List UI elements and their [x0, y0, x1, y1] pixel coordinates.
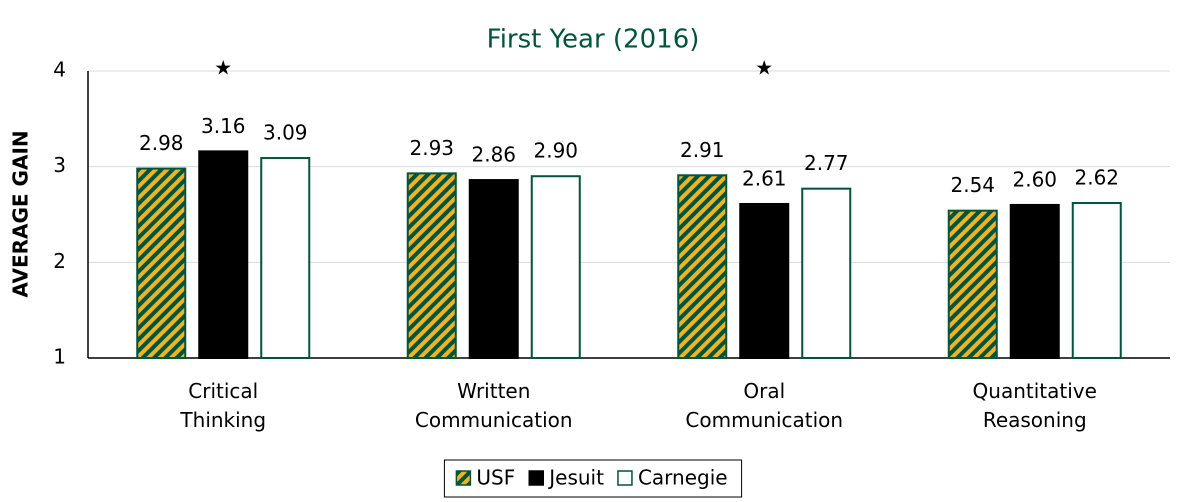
data-label: 2.60 — [1012, 167, 1057, 191]
data-label: 2.91 — [680, 138, 725, 162]
x-tick-label: Oral Communication — [685, 379, 843, 432]
data-label: 2.61 — [742, 166, 787, 190]
bar — [260, 157, 311, 359]
bar — [947, 209, 998, 359]
data-label: 2.62 — [1074, 166, 1119, 190]
y-tick-label: 2 — [53, 249, 66, 273]
legend-label: Jesuit — [547, 466, 604, 490]
legend: USF Jesuit Carnegie — [443, 459, 743, 498]
legend-label: USF — [476, 466, 515, 490]
data-label: 2.90 — [533, 139, 578, 163]
data-label: 2.86 — [471, 143, 516, 167]
data-label: 3.09 — [263, 121, 308, 145]
bar — [739, 202, 790, 359]
x-tick-label: Critical Thinking — [179, 379, 266, 432]
bar — [801, 187, 852, 359]
legend-swatch — [455, 470, 472, 486]
bar — [198, 150, 249, 359]
y-tick-label: 1 — [53, 345, 66, 369]
legend-label: Carnegie — [638, 466, 728, 490]
legend-box — [443, 459, 743, 498]
annotation: ★ — [755, 56, 773, 80]
legend-swatch — [528, 470, 544, 486]
chart-title: First Year (2016) — [487, 25, 700, 55]
bar — [136, 167, 187, 359]
bar — [530, 175, 581, 359]
bar — [468, 179, 519, 359]
y-tick-label: 3 — [53, 153, 66, 177]
annotation: ★ — [214, 56, 232, 80]
data-label: 3.16 — [201, 114, 246, 138]
legend-swatch — [617, 470, 633, 486]
y-axis-label: AVERAGE GAIN — [9, 130, 33, 297]
bar — [406, 172, 457, 359]
y-tick-label: 4 — [53, 58, 66, 82]
x-tick-label: Written Communication — [415, 379, 573, 432]
bar — [1009, 203, 1060, 359]
data-label: 2.93 — [409, 136, 454, 160]
data-label: 2.77 — [804, 151, 849, 175]
bar — [677, 174, 728, 359]
bar — [1071, 202, 1122, 359]
data-label: 2.54 — [950, 173, 995, 197]
data-label: 2.98 — [139, 131, 184, 155]
x-tick-label: Quantitative Reasoning — [973, 379, 1097, 432]
